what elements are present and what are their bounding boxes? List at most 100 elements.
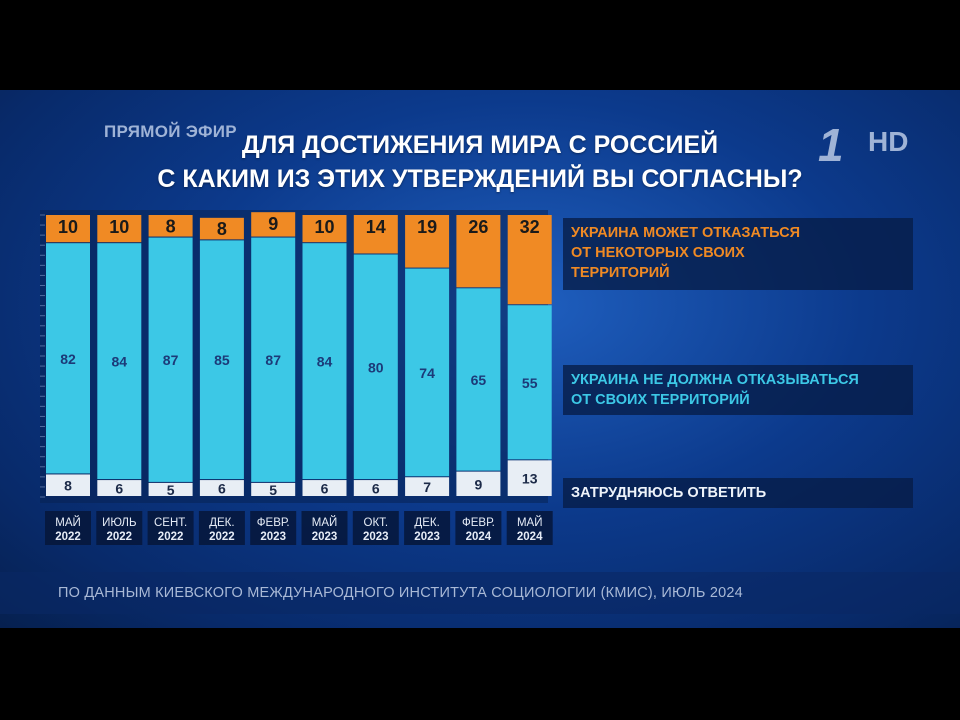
bar-segment-unsure xyxy=(507,460,552,496)
legend-give-line-2: ОТ НЕКОТОРЫХ СВОИХ xyxy=(571,245,745,261)
legend-keep-territory: УКРАИНА НЕ ДОЛЖНА ОТКАЗЫВАТЬСЯ ОТ СВОИХ … xyxy=(563,365,913,415)
bar-segment-keep xyxy=(251,237,296,482)
bar-segment-keep xyxy=(46,243,90,474)
bar-segment-unsure xyxy=(302,480,347,496)
bar-segment-unsure xyxy=(405,477,450,496)
bar-label-unsure: 6 xyxy=(321,481,329,497)
bar-label-unsure: 6 xyxy=(115,481,123,497)
category-tick-label: 2022 xyxy=(55,531,81,543)
stacked-bar-chart: 88210МАЙ202268410ИЮЛЬ20225878СЕНТ.202268… xyxy=(40,210,553,545)
bar-segment-keep xyxy=(148,237,193,482)
category-tick-label: 2024 xyxy=(466,531,492,543)
live-broadcast-label: ПРЯМОЙ ЭФИР xyxy=(104,122,237,141)
category-tick-label: 2024 xyxy=(517,531,543,543)
bar-label-give: 8 xyxy=(217,219,227,239)
category-tick-label: ФЕВР. xyxy=(257,517,290,529)
bar-label-keep: 65 xyxy=(471,372,487,388)
bar-label-give: 10 xyxy=(109,217,129,237)
channel-logo: 1 HD xyxy=(818,119,918,171)
legend-unsure-line-1: ЗАТРУДНЯЮСЬ ОТВЕТИТЬ xyxy=(571,485,767,501)
bar-segment-give xyxy=(148,215,193,237)
chart-title-line-2: С КАКИМ ИЗ ЭТИХ УТВЕРЖДЕНИЙ ВЫ СОГЛАСНЫ? xyxy=(157,165,803,193)
category-tick-label: МАЙ xyxy=(517,516,543,529)
category-label-box xyxy=(45,511,91,545)
data-source-caption: ПО ДАННЫМ КИЕВСКОГО МЕЖДУНАРОДНОГО ИНСТИ… xyxy=(0,572,960,614)
bar-segment-unsure xyxy=(353,480,398,496)
category-label-box xyxy=(352,511,399,545)
bar-label-unsure: 13 xyxy=(522,471,538,487)
bar-label-keep: 80 xyxy=(368,359,384,375)
category-label-box xyxy=(250,511,297,545)
bar-label-give: 10 xyxy=(58,217,78,237)
category-tick-label: 2022 xyxy=(107,531,133,543)
bar-segment-unsure xyxy=(46,474,90,496)
category-tick-label: МАЙ xyxy=(312,516,338,529)
channel-logo-number: 1 xyxy=(818,119,844,171)
category-tick-label: 2023 xyxy=(312,531,338,543)
bar-segment-unsure xyxy=(97,480,142,496)
bar-segment-keep xyxy=(302,243,347,480)
bar-label-give: 8 xyxy=(166,216,176,236)
category-tick-label: ФЕВР. xyxy=(462,517,495,529)
bar-segment-give xyxy=(507,215,552,305)
bar-segment-keep xyxy=(353,254,398,480)
bar-label-give: 19 xyxy=(417,217,437,237)
bar-segment-give xyxy=(199,217,244,240)
category-tick-label: ИЮЛЬ xyxy=(102,517,136,529)
bar-label-unsure: 6 xyxy=(372,481,380,497)
category-label-box xyxy=(301,511,348,545)
bar-label-unsure: 9 xyxy=(475,476,483,492)
legend-keep-line-2: ОТ СВОИХ ТЕРРИТОРИЙ xyxy=(571,392,750,408)
bar-segment-keep xyxy=(456,288,501,471)
legend-hard-to-say: ЗАТРУДНЯЮСЬ ОТВЕТИТЬ xyxy=(563,478,913,508)
category-label-box xyxy=(506,511,553,545)
legend-give-up-territory: УКРАИНА МОЖЕТ ОТКАЗАТЬСЯ ОТ НЕКОТОРЫХ СВ… xyxy=(563,218,913,290)
bar-segment-keep xyxy=(199,240,244,480)
bar-label-keep: 55 xyxy=(522,375,538,391)
bar-label-keep: 84 xyxy=(112,354,128,370)
category-tick-label: 2022 xyxy=(209,531,235,543)
bar-segment-give xyxy=(302,215,347,243)
category-tick-label: СЕНТ. xyxy=(154,517,187,529)
bar-segment-unsure xyxy=(456,471,501,496)
bar-label-keep: 74 xyxy=(419,365,435,381)
category-tick-label: 2022 xyxy=(158,531,184,543)
bar-segment-keep xyxy=(405,268,450,477)
category-tick-label: МАЙ xyxy=(55,516,81,529)
bar-segment-give xyxy=(353,215,398,254)
bar-label-give: 10 xyxy=(314,217,334,237)
legend-give-line-3: ТЕРРИТОРИЙ xyxy=(571,265,670,281)
category-label-box xyxy=(455,511,502,545)
bar-label-keep: 87 xyxy=(265,352,281,368)
bar-label-keep: 85 xyxy=(214,352,230,368)
legend-keep-line-1: УКРАИНА НЕ ДОЛЖНА ОТКАЗЫВАТЬСЯ xyxy=(571,372,859,388)
bar-segment-give xyxy=(46,215,90,243)
category-tick-label: ОКТ. xyxy=(364,517,389,529)
bar-segment-give xyxy=(97,215,142,243)
bar-label-give: 26 xyxy=(468,217,488,237)
bar-label-give: 32 xyxy=(520,217,540,237)
chart-title-line-1: ДЛЯ ДОСТИЖЕНИЯ МИРА С РОССИЕЙ xyxy=(241,131,719,159)
category-label-box xyxy=(198,511,245,545)
category-label-box xyxy=(96,511,143,545)
broadcast-screen: ПРЯМОЙ ЭФИР ДЛЯ ДОСТИЖЕНИЯ МИРА С РОССИЕ… xyxy=(0,90,960,628)
bar-segment-keep xyxy=(97,243,142,480)
bar-label-unsure: 5 xyxy=(269,482,277,498)
category-tick-label: 2023 xyxy=(260,531,286,543)
bar-label-unsure: 8 xyxy=(64,478,72,494)
bar-segment-unsure xyxy=(251,482,296,496)
bar-label-unsure: 6 xyxy=(218,481,226,497)
bar-label-keep: 82 xyxy=(60,351,76,367)
bar-label-keep: 87 xyxy=(163,352,179,368)
category-tick-label: 2023 xyxy=(363,531,389,543)
bar-label-unsure: 7 xyxy=(423,479,431,495)
bar-segment-unsure xyxy=(148,482,193,496)
legend-give-line-1: УКРАИНА МОЖЕТ ОТКАЗАТЬСЯ xyxy=(571,225,801,241)
bar-segment-give xyxy=(405,215,450,268)
channel-logo-hd: HD xyxy=(868,126,909,157)
bar-label-give: 14 xyxy=(366,217,386,237)
bar-segment-unsure xyxy=(199,480,244,496)
category-label-box xyxy=(147,511,194,545)
bar-segment-give xyxy=(456,215,501,288)
bar-label-keep: 84 xyxy=(317,354,333,370)
